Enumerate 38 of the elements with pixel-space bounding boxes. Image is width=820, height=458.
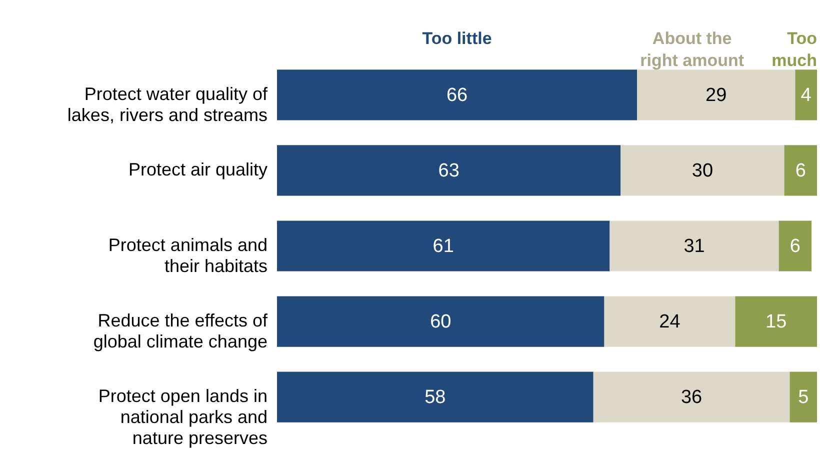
- bar: [610, 220, 779, 272]
- bar: [277, 220, 610, 272]
- y-tick-label: Protect air quality: [128, 159, 268, 180]
- bar: [784, 145, 817, 196]
- bar: [620, 145, 784, 196]
- y-tick-label: Protect open lands in national parks and nature preserves: [98, 386, 268, 448]
- bar: [277, 296, 604, 347]
- data-label: 15: [766, 312, 787, 333]
- data-label: 31: [684, 236, 705, 257]
- series-label: Too much: [772, 29, 817, 70]
- data-label: 24: [659, 312, 681, 333]
- bar: [277, 372, 594, 422]
- y-tick-label: Protect water quality of lakes, rivers and streams: [67, 84, 268, 125]
- bar: [277, 70, 637, 120]
- bar: [790, 372, 817, 422]
- data-label: 6: [790, 236, 800, 257]
- bar: [593, 372, 790, 422]
- bar: [637, 70, 796, 120]
- data-label: 36: [680, 387, 702, 408]
- bar: [778, 220, 812, 272]
- bar: [604, 296, 736, 347]
- data-label: 66: [446, 84, 468, 106]
- y-tick-label: Protect animals and their habitats: [108, 235, 268, 276]
- data-label: 63: [438, 160, 460, 182]
- data-label: 5: [798, 387, 809, 408]
- data-label: 58: [424, 387, 446, 408]
- y-tick-label: Reduce the effects of global climate change: [93, 310, 268, 352]
- data-label: 29: [706, 84, 727, 106]
- bar: [795, 70, 817, 120]
- bar: [277, 145, 621, 196]
- data-label: 60: [430, 312, 452, 333]
- series-label: Too little: [422, 29, 492, 48]
- data-label: 61: [432, 236, 454, 257]
- data-label: 30: [692, 160, 714, 182]
- series-label: About the right amount: [640, 29, 744, 70]
- data-label: 4: [800, 84, 812, 106]
- bar: [735, 296, 817, 347]
- data-label: 6: [795, 160, 806, 182]
